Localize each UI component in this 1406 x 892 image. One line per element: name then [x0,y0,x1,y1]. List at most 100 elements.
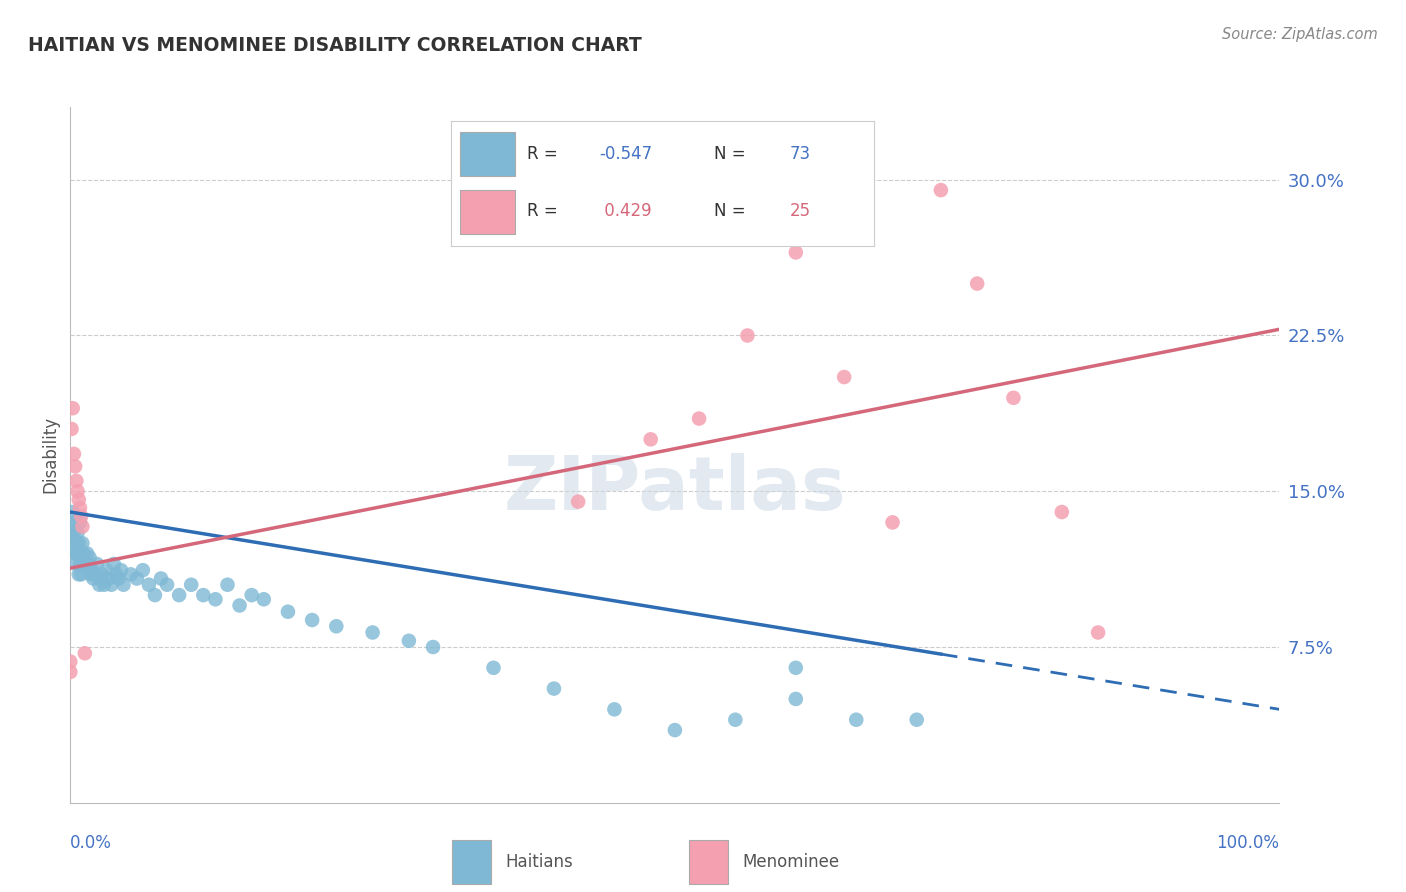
Point [482,661,505,675]
Point [96,563,118,577]
Point [640,433,662,447]
Point [905,713,928,727]
Point [75,557,97,571]
Point [1087,625,1109,640]
Point [422,640,444,654]
Point [180,578,202,592]
Point [217,578,239,592]
Point [63,536,86,550]
Point [138,578,160,592]
Point [966,277,988,291]
Point [65,557,87,571]
Point [72,547,94,561]
Point [737,328,759,343]
Point [832,370,855,384]
Point [73,557,96,571]
Point [65,536,87,550]
Point [150,572,172,586]
Point [86,557,108,571]
Point [60,422,83,436]
Point [67,567,90,582]
Point [724,713,747,727]
Point [929,183,952,197]
Point [785,692,807,706]
Point [69,516,91,530]
Point [785,661,807,675]
Point [63,525,86,540]
Point [98,572,121,586]
Text: 100.0%: 100.0% [1216,834,1279,852]
Point [69,500,91,515]
Point [70,509,93,524]
Text: Source: ZipAtlas.com: Source: ZipAtlas.com [1222,27,1378,42]
Point [62,505,84,519]
Point [83,567,105,582]
Point [112,578,135,592]
Point [1002,391,1025,405]
Point [100,578,122,592]
Point [63,459,86,474]
Point [79,550,101,565]
Point [80,567,103,582]
Point [301,613,323,627]
Point [62,401,84,416]
Point [66,547,89,561]
Point [132,563,155,577]
Point [204,592,226,607]
Point [688,411,710,425]
Point [253,592,276,607]
Point [89,578,111,592]
Point [65,474,87,488]
Point [70,547,93,561]
Point [67,536,90,550]
Point [567,494,589,508]
Point [107,572,129,586]
Point [90,572,111,586]
Point [105,567,128,582]
Point [120,567,142,582]
Point [59,655,82,669]
Point [543,681,565,696]
Point [103,557,125,571]
Point [93,578,115,592]
Point [361,625,384,640]
Text: 0.0%: 0.0% [70,834,112,852]
Point [69,557,91,571]
Point [72,536,94,550]
Point [80,563,103,577]
Y-axis label: Disability: Disability [41,417,59,493]
Point [60,516,83,530]
Point [664,723,686,738]
Point [65,547,87,561]
Point [72,519,94,533]
Point [882,516,904,530]
Point [785,245,807,260]
Point [193,588,215,602]
Point [90,567,112,582]
Point [63,447,86,461]
Point [67,492,90,507]
Point [167,588,190,602]
Point [63,547,86,561]
Point [143,588,166,602]
Point [228,599,250,613]
Point [76,547,98,561]
Point [73,646,96,660]
Point [156,578,179,592]
Point [63,516,86,530]
Text: ZIPatlas: ZIPatlas [503,453,846,526]
Point [603,702,626,716]
Point [845,713,868,727]
Point [82,572,104,586]
Point [277,605,299,619]
Point [110,563,132,577]
Point [125,572,148,586]
Point [66,484,89,499]
Point [60,525,83,540]
Point [72,557,94,571]
Point [398,633,420,648]
Text: HAITIAN VS MENOMINEE DISABILITY CORRELATION CHART: HAITIAN VS MENOMINEE DISABILITY CORRELAT… [28,36,643,54]
Point [59,665,82,679]
Point [1050,505,1073,519]
Point [325,619,347,633]
